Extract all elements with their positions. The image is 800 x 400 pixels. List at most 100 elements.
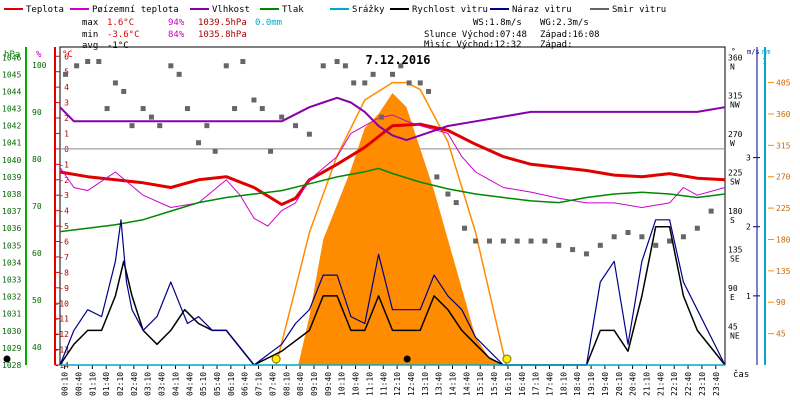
- pct-axis-label: %: [36, 50, 42, 60]
- x-tick-label: 02:40: [130, 372, 139, 396]
- rad-tick-label: 45: [776, 330, 786, 339]
- degc-tick-label: -11: [55, 315, 70, 324]
- x-tick-label: 22:40: [684, 372, 693, 396]
- degc-tick-label: -3: [59, 191, 69, 200]
- rad-tick-label: 360: [776, 110, 791, 119]
- x-tick-label: 16:10: [504, 372, 513, 396]
- degc-tick-label: -7: [59, 253, 69, 262]
- wind-direction-point: [204, 123, 210, 129]
- hpa-tick-label: 1034: [2, 258, 21, 267]
- dir-tick-label: 135: [728, 246, 743, 255]
- degc-tick-label: -5: [59, 222, 69, 231]
- stat-rain: 0.0mm: [255, 18, 282, 28]
- wind-direction-point: [370, 71, 376, 77]
- x-tick-label: 19:10: [587, 372, 596, 396]
- wind-direction-point: [453, 200, 459, 206]
- degc-tick-label: -4: [59, 207, 69, 216]
- degc-axis-label: °C: [62, 50, 73, 60]
- wind-direction-point: [639, 234, 645, 240]
- wind-direction-point: [240, 59, 246, 65]
- degc-tick-label: 2: [64, 114, 69, 123]
- x-tick-label: 06:10: [227, 372, 236, 396]
- wind-direction-point: [362, 80, 368, 86]
- degc-tick-label: -2: [59, 176, 69, 185]
- legend-label: Pøízemní teplota: [92, 5, 179, 15]
- x-tick-label: 14:10: [449, 372, 458, 396]
- stat-pressure: 1035.8hPa: [198, 30, 247, 40]
- pct-tick-label: 100: [32, 61, 47, 70]
- wind-direction-point: [96, 59, 102, 65]
- stat-pressure: 1039.5hPa: [198, 18, 247, 28]
- pct-tick-label: 50: [32, 296, 42, 305]
- stats-block: max 1.6°C 94% 1039.5hPa 0.0mm min -3.6°C 84% 103…: [82, 18, 600, 51]
- x-tick-label: 10:40: [352, 372, 361, 396]
- wind-direction-point: [528, 238, 534, 244]
- legend-label: Teplota: [26, 5, 64, 15]
- x-tick-label: 05:10: [199, 372, 208, 396]
- moonrise-marker: [403, 355, 411, 363]
- wind-direction-point: [334, 59, 340, 65]
- x-tick-label: 18:40: [573, 372, 582, 396]
- wind-direction-point: [514, 238, 520, 244]
- hpa-tick-label: 1029: [2, 344, 21, 353]
- pct-tick-label: 80: [32, 155, 42, 164]
- moon-marker-left: [3, 355, 11, 363]
- dir-letter-label: NW: [730, 101, 740, 110]
- ms-tick-label: 3: [746, 154, 751, 163]
- x-tick-label: 00:40: [74, 372, 83, 396]
- x-tick-label: 11:10: [365, 372, 374, 396]
- legend-label: Rychlost vìtru: [412, 5, 488, 15]
- wind-direction-point: [259, 106, 265, 112]
- ms-axis-label: m/s: [747, 48, 760, 56]
- x-tick-label: 21:40: [656, 372, 665, 396]
- series-line: [59, 114, 726, 227]
- wind-direction-point: [223, 63, 229, 69]
- degc-tick-label: 6: [64, 52, 69, 61]
- wind-direction-point: [184, 106, 190, 112]
- wind-direction-point: [597, 242, 603, 248]
- dir-tick-label: 90: [728, 284, 738, 293]
- x-tick-label: 16:40: [518, 372, 527, 396]
- rad-tick-label: 225: [776, 204, 791, 213]
- x-tick-label: 08:40: [296, 372, 305, 396]
- legend-label: Vlhkost: [212, 5, 250, 15]
- wind-direction-point: [542, 238, 548, 244]
- x-tick-label: 11:40: [379, 372, 388, 396]
- x-tick-label: 04:10: [171, 372, 180, 396]
- dir-tick-label: 225: [728, 169, 743, 178]
- stat-humidity: 94%: [168, 18, 185, 28]
- dir-tick-label: 45: [728, 323, 738, 332]
- x-tick-label: 02:10: [116, 372, 125, 396]
- series-line: [59, 122, 726, 206]
- hpa-tick-label: 1040: [2, 156, 21, 165]
- wind-direction-point: [667, 238, 673, 244]
- legend-label: Smìr vìtru: [612, 5, 666, 15]
- info-moonset: Západ:: [540, 40, 573, 50]
- hpa-tick-label: 1028: [2, 361, 21, 370]
- hpa-tick-label: 1031: [2, 310, 21, 319]
- x-tick-label: 09:10: [310, 372, 319, 396]
- wind-direction-point: [232, 106, 238, 112]
- sunrise-marker: [271, 354, 281, 364]
- pct-tick-label: 70: [32, 202, 42, 211]
- pct-tick-label: 60: [32, 249, 42, 258]
- info-sunset: Západ:16:08: [540, 30, 600, 40]
- stat-temp: -3.6°C: [107, 30, 140, 40]
- wind-direction-point: [500, 238, 506, 244]
- series-line: [59, 96, 726, 142]
- x-tick-label: 20:10: [615, 372, 624, 396]
- hpa-tick-label: 1033: [2, 276, 21, 285]
- dir-tick-label: 270: [728, 130, 743, 139]
- hpa-tick-label: 1041: [2, 139, 21, 148]
- wind-direction-point: [342, 63, 348, 69]
- x-tick-label: 17:10: [532, 372, 541, 396]
- legend-label: Srážky: [352, 5, 385, 15]
- hpa-tick-label: 1046: [2, 53, 21, 62]
- dir-tick-label: 360: [728, 53, 743, 62]
- degc-tick-label: -12: [55, 330, 70, 339]
- hpa-tick-label: 1039: [2, 173, 21, 182]
- x-tick-label: 23:40: [712, 372, 721, 396]
- x-tick-label: 15:40: [490, 372, 499, 396]
- axes: hPa% °C1046104510441043104210411040103910…: [2, 46, 791, 396]
- wind-direction-point: [168, 63, 174, 69]
